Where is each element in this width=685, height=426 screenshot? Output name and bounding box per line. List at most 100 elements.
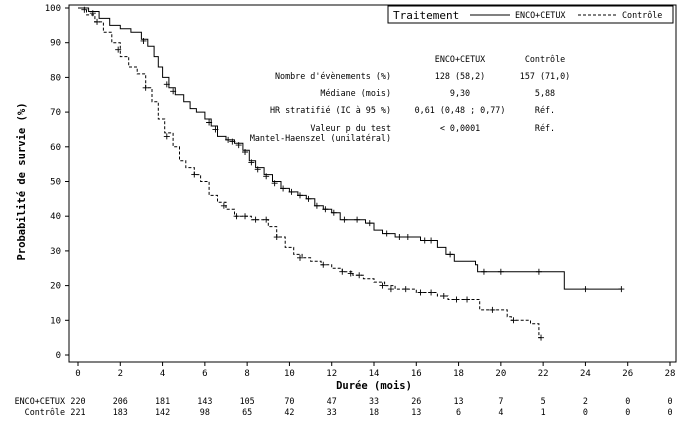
stats-value: 0,61 (0,48 ; 0,77) — [415, 105, 506, 115]
at-risk-value: 142 — [155, 407, 170, 417]
censor-mark — [297, 192, 303, 199]
censor-mark — [453, 296, 460, 303]
at-risk-value: 13 — [411, 407, 421, 417]
at-risk-value: 6 — [456, 407, 461, 417]
at-risk-value: 33 — [327, 407, 337, 417]
censor-mark — [212, 126, 219, 133]
x-tick-label: 8 — [244, 369, 249, 379]
stats-value: 9,30 — [450, 88, 470, 98]
censor-mark — [396, 234, 403, 241]
y-tick-label: 70 — [50, 108, 61, 118]
at-risk-row-label: Contrôle — [25, 407, 65, 417]
x-tick-label: 18 — [453, 369, 464, 379]
censor-mark — [582, 286, 589, 293]
censor-mark — [366, 220, 373, 227]
censor-mark — [618, 286, 625, 293]
at-risk-value: 42 — [284, 407, 294, 417]
x-tick-label: 0 — [75, 369, 80, 379]
censor-mark — [248, 159, 255, 166]
at-risk-value: 220 — [70, 396, 85, 406]
stats-col-header-controle: Contrôle — [525, 54, 565, 64]
stats-value: Réf. — [535, 105, 555, 115]
censor-mark — [242, 149, 249, 156]
y-tick-label: 40 — [50, 212, 61, 222]
censor-mark — [510, 317, 517, 324]
x-tick-label: 16 — [411, 369, 422, 379]
censor-mark — [233, 213, 240, 220]
at-risk-value: 65 — [242, 407, 252, 417]
legend-box — [387, 5, 674, 24]
censor-mark — [320, 261, 327, 268]
at-risk-value: 0 — [667, 396, 672, 406]
legend-label-controle: Contrôle — [622, 10, 662, 20]
stats-row-label: Valeur p du test — [310, 123, 391, 133]
stats-value: 128 (58,2) — [435, 71, 485, 81]
x-axis-title: Durée (mois) — [336, 380, 412, 392]
censor-mark — [421, 237, 428, 244]
censor-mark — [263, 173, 270, 180]
censor-mark — [497, 268, 504, 275]
x-tick-label: 24 — [580, 369, 591, 379]
x-tick-label: 10 — [284, 369, 295, 379]
censor-mark — [402, 286, 409, 293]
censor-mark — [288, 188, 295, 195]
survival-curves — [78, 6, 625, 341]
stats-value: 5,88 — [535, 88, 555, 98]
at-risk-value: 4 — [498, 407, 503, 417]
censor-mark — [280, 185, 287, 192]
y-axis: 0 10 20 30 40 50 60 70 80 90 100 — [45, 4, 69, 361]
stats-value: < 0,0001 — [440, 123, 480, 133]
stats-row-label: Médiane (mois) — [320, 88, 391, 98]
at-risk-value: 183 — [113, 407, 128, 417]
at-risk-value: 18 — [369, 407, 379, 417]
at-risk-value: 0 — [625, 407, 630, 417]
y-tick-label: 50 — [50, 178, 61, 188]
censor-mark — [428, 237, 435, 244]
at-risk-value: 0 — [583, 407, 588, 417]
censor-mark — [440, 293, 447, 300]
at-risk-value: 26 — [411, 396, 421, 406]
censor-mark — [235, 142, 242, 149]
censor-mark — [252, 216, 259, 223]
y-tick-label: 80 — [50, 73, 61, 83]
at-risk-value: 221 — [70, 407, 85, 417]
at-risk-value: 13 — [454, 396, 464, 406]
stats-row-label: Nombre d'évènements (%) — [275, 71, 391, 81]
y-tick-label: 90 — [50, 39, 61, 49]
censor-mark — [170, 88, 177, 95]
censor-mark — [297, 254, 303, 261]
censor-mark — [383, 230, 390, 237]
censor-mark — [347, 270, 354, 277]
at-risk-value: 33 — [369, 396, 379, 406]
y-tick-label: 100 — [45, 4, 61, 14]
censor-mark — [339, 268, 346, 275]
x-tick-label: 2 — [118, 369, 123, 379]
at-risk-value: 143 — [197, 396, 212, 406]
at-risk-value: 5 — [541, 396, 546, 406]
x-tick-label: 14 — [369, 369, 380, 379]
stats-value: 157 (71,0) — [520, 71, 570, 81]
censor-mark — [538, 334, 545, 341]
y-tick-label: 10 — [50, 316, 61, 326]
censor-mark — [94, 18, 101, 25]
y-tick-label: 20 — [50, 282, 61, 292]
censor-mark — [356, 272, 363, 279]
stats-value: Réf. — [535, 123, 555, 133]
at-risk-value: 1 — [541, 407, 546, 417]
at-risk-value: 47 — [327, 396, 337, 406]
censor-mark — [341, 216, 348, 223]
x-tick-label: 20 — [495, 369, 506, 379]
legend-label-enco-cetux: ENCO+CETUX — [515, 10, 565, 20]
stats-row-label: HR stratifié (IC à 95 %) — [270, 105, 391, 115]
censor-mark — [220, 202, 227, 209]
censor-mark — [447, 251, 454, 258]
at-risk-value: 2 — [583, 396, 588, 406]
censor-mark — [464, 296, 471, 303]
x-axis: 0 2 4 6 8 10 12 14 16 18 20 22 24 26 28 — [75, 362, 675, 379]
censor-mark — [242, 213, 249, 220]
censor-mark — [387, 286, 394, 293]
at-risk-value: 0 — [667, 407, 672, 417]
y-tick-label: 30 — [50, 247, 61, 257]
censor-mark — [379, 282, 386, 289]
